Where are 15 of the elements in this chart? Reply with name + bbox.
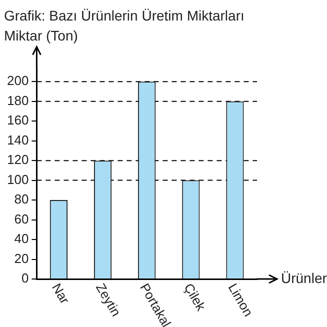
x-tick-label: Nar: [49, 280, 73, 308]
x-axis-title: Ürünler: [281, 270, 327, 286]
y-tick-label: 120: [6, 152, 29, 168]
y-tick-label: 80: [14, 192, 29, 207]
y-tick-label: 100: [6, 172, 29, 187]
y-tick-label: 200: [6, 73, 29, 88]
y-tick-label: 160: [6, 112, 29, 128]
y-tick-label: 140: [6, 132, 29, 148]
y-tick-label: 40: [14, 231, 29, 246]
chart-title: Grafik: Bazı Ürünlerin Üretim Miktarları: [4, 7, 244, 24]
y-tick-label: 180: [6, 92, 29, 108]
y-axis-title: Miktar (Ton): [4, 28, 78, 44]
y-tick-label: 20: [14, 250, 29, 266]
y-tick-label: 60: [14, 211, 29, 226]
y-tick-label: 0: [21, 270, 29, 286]
